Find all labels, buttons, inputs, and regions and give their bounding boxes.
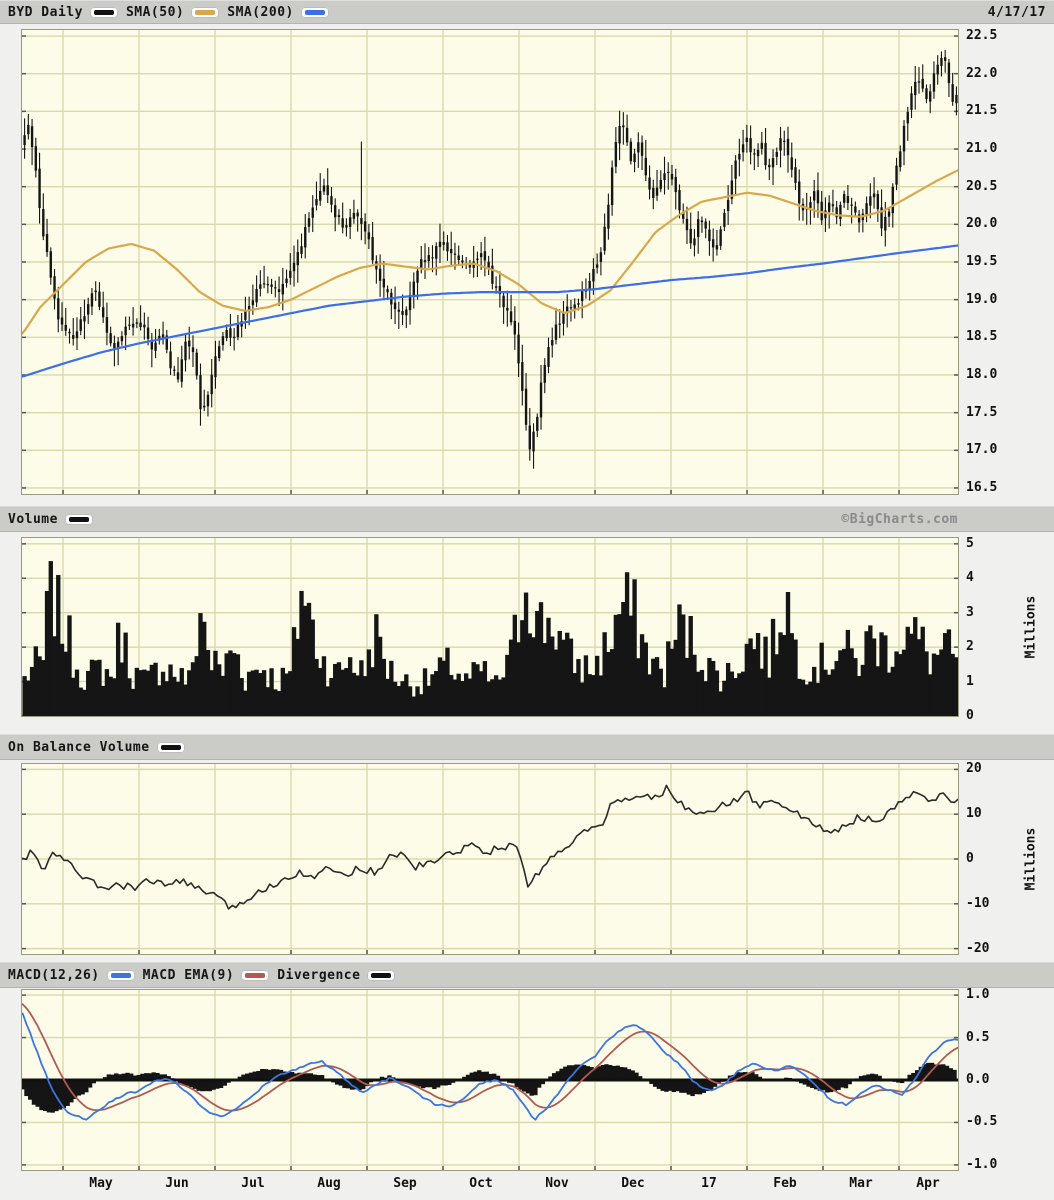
month-label-Jun: Jun [165,1176,189,1191]
month-label-Dec: Dec [621,1176,645,1191]
month-label-Oct: Oct [469,1176,493,1191]
divergence-legend-label: Divergence [277,967,361,983]
volume-ytick-label: 0 [966,708,974,723]
volume-title: Volume [8,511,58,527]
macd-ytick-label: -0.5 [966,1114,998,1130]
blue-dash-icon [110,972,131,978]
blue-dash-icon [304,9,325,15]
volume-ytick-label: 2 [966,639,974,655]
obv-header: On Balance Volume [0,734,1054,760]
month-label-Mar: Mar [849,1176,873,1191]
price-ytick-label: 18.0 [966,366,998,382]
sma200-legend-chip [300,6,329,18]
month-label-Apr: Apr [916,1176,940,1191]
month-label-Feb: Feb [773,1176,797,1191]
volume-ytick-label: 3 [966,604,974,620]
obv-legend-chip [156,741,185,753]
volume-legend-chip [64,513,93,525]
price-ytick-label: 22.5 [966,28,998,44]
macd-ytick-label: -1.0 [966,1156,998,1172]
main-chart-header: BYD Daily SMA(50) SMA(200) 4/17/17 [0,0,1054,24]
volume-ytick-label: 1 [966,673,974,689]
macd-ytick-label: 0.5 [966,1029,990,1045]
month-label-Nov: Nov [545,1176,569,1191]
macd-legend-chip [106,969,135,981]
black-dash-icon [160,744,181,750]
month-label-Aug: Aug [317,1176,341,1191]
obv-ytick-label: 10 [966,806,982,822]
sma50-legend-label: SMA(50) [125,4,185,20]
price-ytick-label: 19.0 [966,291,998,307]
price-ytick-label: 22.0 [966,65,998,81]
volume-header: Volume ©BigCharts.com [0,506,1054,532]
bigcharts-credit: ©BigCharts.com [841,511,958,527]
macd-header: MACD(12,26) MACD EMA(9) Divergence [0,962,1054,988]
macd-ytick-label: 1.0 [966,987,990,1003]
obv-ytick-label: -20 [966,940,990,956]
obv-line-chart [21,763,959,955]
price-ytick-label: 17.0 [966,442,998,458]
price-candlestick-chart [21,29,959,495]
price-ytick-label: 20.5 [966,178,998,194]
divergence-legend-chip [367,969,396,981]
obv-unit-label: Millions [1023,827,1039,891]
price-ytick-label: 19.5 [966,254,998,269]
volume-ytick-label: 5 [966,535,974,551]
obv-ytick-label: -10 [966,895,990,911]
orange-dash-icon [195,9,216,15]
volume-bar-chart [21,537,959,717]
black-dash-icon [371,972,392,978]
month-label-May: May [89,1176,113,1191]
symbol-period-label: BYD Daily [8,4,83,20]
sma50-legend-chip [191,6,220,18]
price-series-legend-chip [89,6,118,18]
price-ytick-label: 20.0 [966,216,998,232]
black-dash-icon [93,9,114,15]
macd-ema-legend-chip [241,969,270,981]
month-label-Jul: Jul [241,1176,265,1191]
price-ytick-label: 21.0 [966,141,998,156]
price-ytick-label: 21.5 [966,103,998,119]
macd-legend-label: MACD(12,26) [8,967,100,983]
sma200-legend-label: SMA(200) [227,4,294,20]
macd-ema-legend-label: MACD EMA(9) [142,967,235,983]
macd-chart [21,989,959,1171]
month-label-17: 17 [701,1176,717,1191]
volume-unit-label: Millions [1023,595,1039,659]
volume-ytick-label: 4 [966,570,974,586]
price-ytick-label: 17.5 [966,404,998,420]
obv-ytick-label: 0 [966,851,974,866]
price-ytick-label: 18.5 [966,329,998,345]
month-label-Sep: Sep [393,1176,417,1191]
obv-title: On Balance Volume [8,739,150,755]
black-dash-icon [68,516,89,522]
red-dash-icon [245,972,266,978]
macd-ytick-label: 0.0 [966,1072,990,1087]
obv-ytick-label: 20 [966,761,982,777]
chart-date: 4/17/17 [987,4,1046,20]
price-ytick-label: 16.5 [966,479,998,495]
